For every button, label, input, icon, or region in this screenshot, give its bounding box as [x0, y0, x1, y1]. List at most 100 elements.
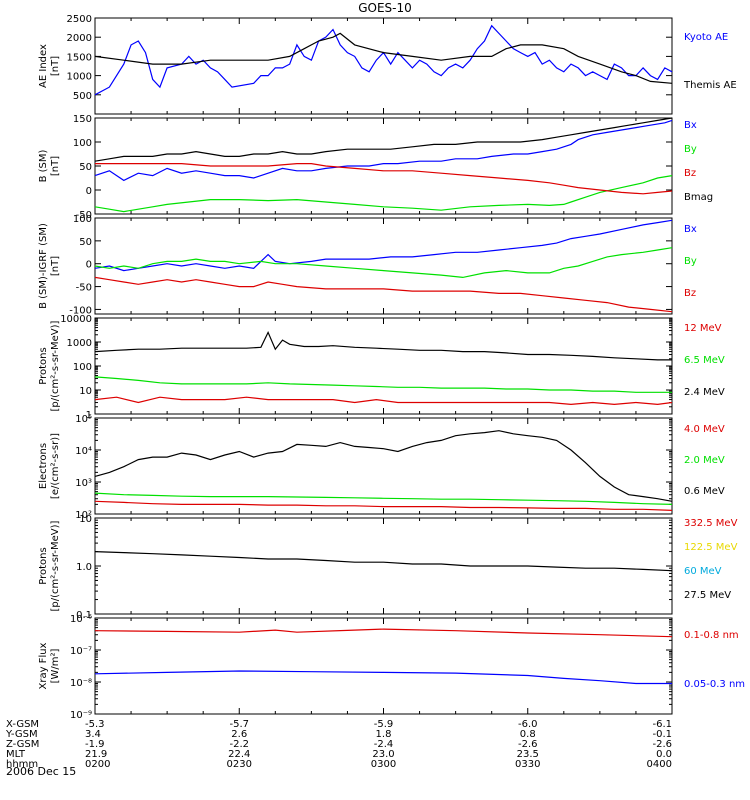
y-axis-label: [nT]: [50, 156, 61, 176]
y-tick-label: 10⁻⁶: [70, 614, 92, 625]
x-row-value: 0200: [85, 759, 110, 770]
y-tick-label: 500: [73, 91, 92, 102]
x-row-value: -2.6: [652, 739, 672, 750]
y-tick-label: 0.1: [76, 610, 92, 621]
series-line-themis-ae: [94, 32, 673, 84]
y-tick-label: 10000: [60, 314, 92, 325]
y-axis-label: Protons: [38, 547, 49, 584]
y-tick-label: 100: [73, 362, 92, 373]
y-axis-label: AE Index: [38, 44, 49, 88]
y-axis-label: Xray Flux: [38, 642, 49, 689]
x-row-value: -0.1: [652, 729, 672, 740]
x-row-label: X-GSM: [6, 719, 39, 730]
legend-entry: Bz: [684, 168, 696, 179]
panel-ae-index: 500 1000 1500 2000 2500 AE Index [nT] Kyoto AE T…: [38, 14, 737, 115]
x-row-value: -6.0: [518, 719, 538, 730]
series-line-4-0-mev: [94, 500, 673, 511]
series-line-12-mev: [94, 396, 673, 406]
panel-xray: 10⁻⁹ 10⁻⁸ 10⁻⁷ 10⁻⁶ Xray Flux [W/m²] 0.1-0.8 n…: [38, 614, 745, 721]
legend-entry: 0.1-0.8 nm: [684, 630, 739, 641]
series-line-by: [94, 247, 673, 279]
series-line-bz: [94, 276, 673, 313]
y-tick-label: 1500: [67, 52, 92, 63]
panel-protons-lo: 0.1 1.0 10 Protons [p/(cm²-s-sr-MeV)] 332.5 M…: [38, 514, 738, 621]
legend-entry: Bx: [684, 224, 697, 235]
y-tick-label: 1: [86, 410, 92, 421]
x-row-value: 1.8: [376, 729, 392, 740]
legend-entry: By: [684, 256, 697, 267]
panel-protons-hi: 1 10 100 1000 10000 Protons [p/(cm²-s-sr-MeV)]…: [38, 314, 725, 421]
x-row-value: 22.4: [228, 749, 250, 760]
x-row-value: 0300: [371, 759, 396, 770]
panel-b-igrf: -100 -50 0 50 100 B (SM)-IGRF (SM) [nT] Bx By Bz: [38, 214, 697, 316]
x-row-label: MLT: [6, 749, 26, 760]
y-tick-label: 100: [73, 214, 92, 225]
legend-entry: 12 MeV: [684, 323, 722, 334]
x-row-label: Z-GSM: [6, 739, 39, 750]
series-line-kyoto-ae: [94, 24, 673, 96]
y-tick-label: 50: [79, 237, 92, 248]
legend-entry: 2.4 MeV: [684, 387, 725, 398]
y-axis-label: Protons: [38, 347, 49, 384]
y-tick-label: 1000: [67, 72, 92, 83]
y-tick-label: 10⁻⁷: [70, 646, 92, 657]
x-row-value: -2.4: [374, 739, 394, 750]
panel-b-sm: -50 0 50 100 150 B (SM) [nT] Bx By Bz Bmag: [38, 114, 713, 221]
y-axis-label: [e/(cm²-s-sr)]: [50, 433, 61, 499]
x-row-value: 21.9: [85, 749, 107, 760]
y-tick-label: 0: [86, 260, 92, 271]
y-axis-label: B (SM)-IGRF (SM): [38, 223, 49, 309]
series-line-bz: [95, 163, 673, 195]
x-row-value: -5.9: [374, 719, 394, 730]
y-tick-label: 1.0: [76, 562, 92, 573]
legend-entry: Kyoto AE: [684, 32, 728, 43]
y-tick-label: 10: [79, 514, 92, 525]
series-line-0-05-0-3-nm: [94, 670, 672, 685]
x-row-value: 0230: [227, 759, 252, 770]
x-row-value: -1.9: [85, 739, 105, 750]
legend-entry: 0.05-0.3 nm: [684, 679, 745, 690]
y-tick-label: 10⁻⁹: [70, 710, 92, 721]
x-row-value: -5.7: [229, 719, 249, 730]
panel-frame: [94, 617, 673, 715]
chart-title: GOES-10: [358, 1, 412, 15]
y-axis-label: [p/(cm²-s-sr-MeV)]: [50, 520, 61, 611]
y-tick-label: 10⁴: [75, 446, 92, 457]
x-axis-rows: X-GSM -5.3 -5.7 -5.9 -6.0 -6.1 Y-GSM 3.4 2.6 1.8 0…: [5, 719, 672, 770]
series-line-2-0-mev: [94, 492, 673, 505]
legend-entry: Themis AE: [683, 80, 737, 91]
series-line-6-5-mev: [94, 376, 672, 393]
legend-entry: 27.5 MeV: [684, 590, 731, 601]
series-line-0-6-mev: [94, 430, 673, 502]
y-tick-label: 10: [79, 386, 92, 397]
y-tick-label: 10³: [75, 478, 92, 489]
y-tick-label: 50: [79, 162, 92, 173]
legend-entry: Bz: [684, 288, 696, 299]
y-tick-label: 1000: [67, 338, 92, 349]
panel-frame: [94, 417, 673, 515]
y-axis-label: [W/m²]: [50, 648, 61, 683]
y-tick-label: 0: [86, 186, 92, 197]
y-tick-label: -50: [76, 210, 92, 221]
x-row-value: -2.6: [518, 739, 538, 750]
legend-entry: 6.5 MeV: [684, 355, 725, 366]
legend-entry: 0.6 MeV: [684, 486, 725, 497]
y-tick-label: 2500: [67, 14, 92, 25]
x-row-value: 23.0: [372, 749, 394, 760]
x-row-value: -6.1: [652, 719, 672, 730]
series-line-2-4-mev: [94, 330, 672, 361]
legend-entry: 4.0 MeV: [684, 424, 725, 435]
series-line-by: [94, 175, 673, 213]
y-tick-label: 2000: [67, 33, 92, 44]
y-axis-label: Electrons: [38, 443, 49, 489]
series-line-bmag: [94, 117, 673, 162]
x-row-label: hhmm: [6, 759, 38, 770]
x-row-value: 0330: [515, 759, 540, 770]
x-row-value: -5.3: [85, 719, 105, 730]
y-tick-label: -100: [69, 305, 92, 316]
x-row-value: 23.5: [517, 749, 539, 760]
x-row-value: -2.2: [229, 739, 249, 750]
y-axis-label: [nT]: [50, 256, 61, 276]
